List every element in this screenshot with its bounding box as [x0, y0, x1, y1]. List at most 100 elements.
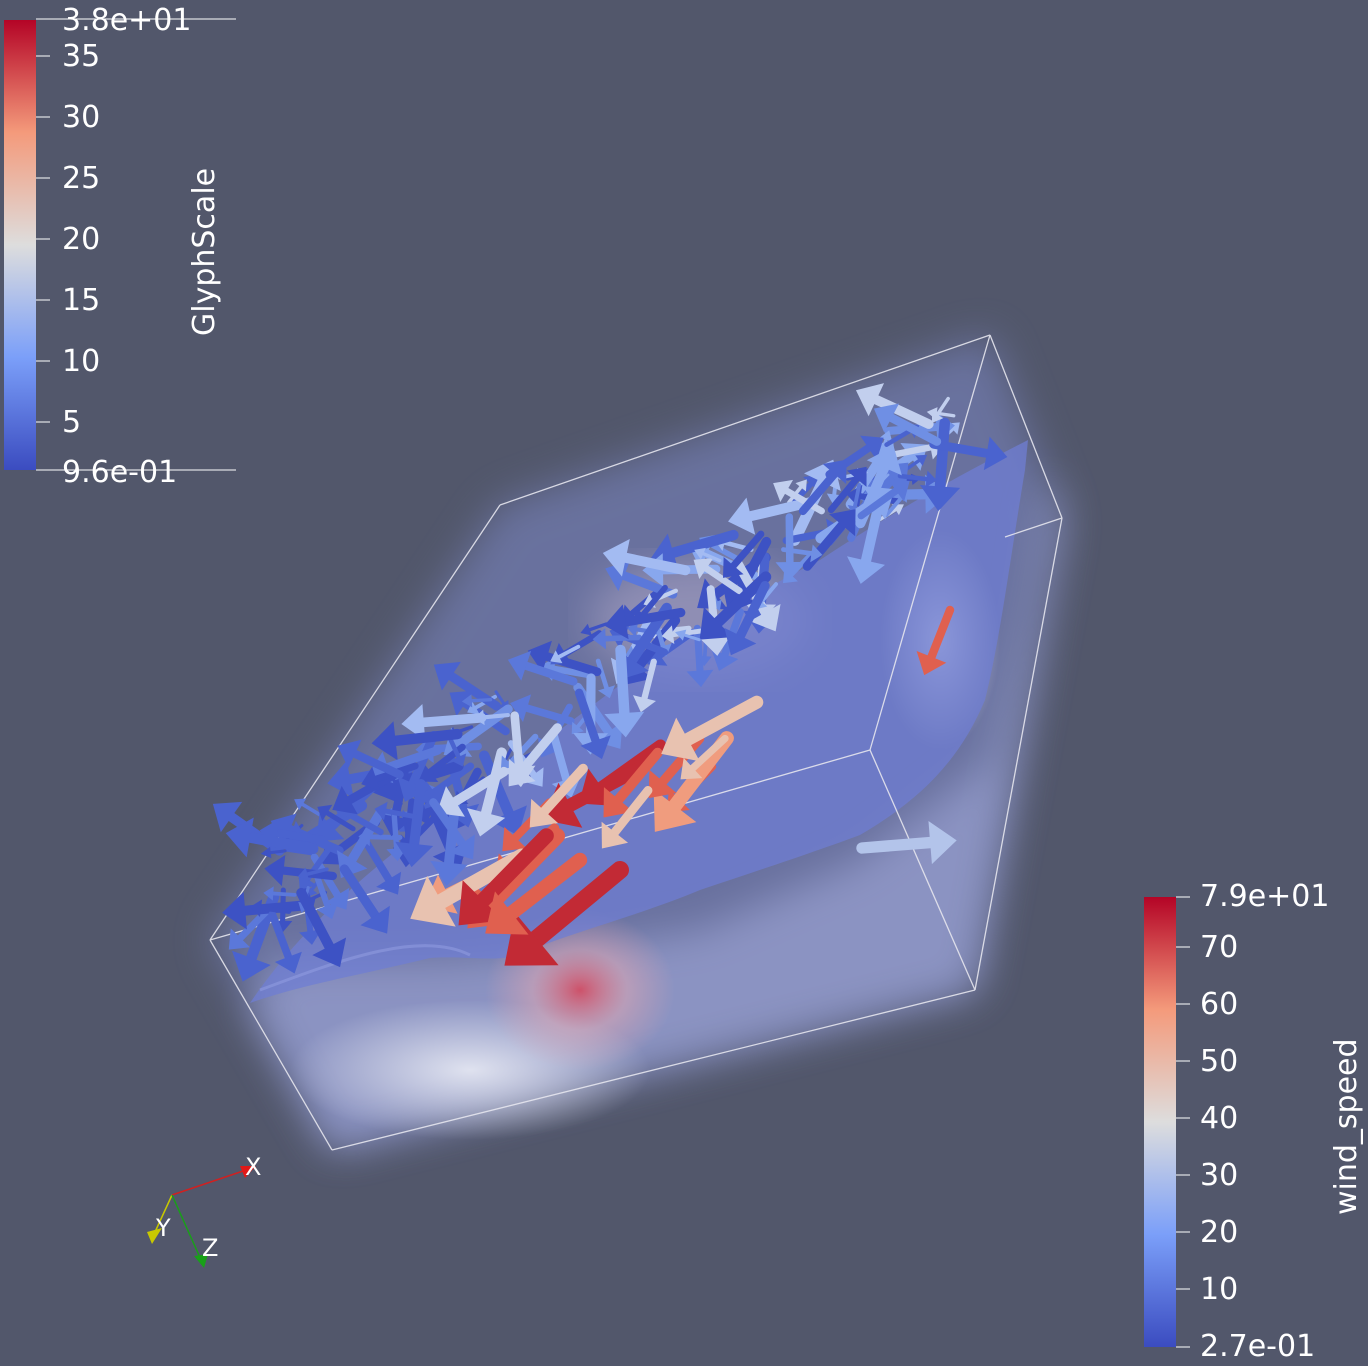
- vector-glyph-shaft: [268, 910, 293, 961]
- vector-glyph-shaft: [887, 413, 942, 446]
- vector-glyph-head: [294, 798, 307, 811]
- vector-glyph-shaft: [640, 584, 668, 618]
- vector-glyph-head: [925, 470, 937, 488]
- vector-glyph-shaft: [409, 779, 427, 849]
- vector-glyph-head: [931, 410, 944, 423]
- y-axis-line: [154, 1194, 173, 1233]
- vector-glyph-head: [430, 860, 468, 886]
- vector-glyph-shaft: [703, 565, 743, 595]
- x-axis-line: [171, 1167, 253, 1196]
- vector-glyph-shaft: [450, 766, 509, 807]
- vector-glyph-head: [395, 841, 434, 868]
- wind-speed-colorbar: [1144, 897, 1176, 1347]
- vector-glyph-head: [829, 509, 856, 537]
- glyphscale-colorbar: [4, 20, 36, 470]
- vector-glyph-head: [473, 709, 485, 726]
- wind-speed-tick-label: 60: [1200, 987, 1238, 1022]
- vector-glyph-shaft: [273, 829, 327, 844]
- vector-glyph-head: [661, 717, 700, 762]
- vector-glyph-head: [675, 629, 687, 641]
- vector-glyph-head: [697, 655, 712, 667]
- vector-glyph-shaft: [470, 697, 493, 703]
- vector-glyph-head: [510, 694, 532, 722]
- vector-glyph-shaft: [339, 864, 380, 921]
- wind-speed-tick-label: 50: [1200, 1044, 1238, 1079]
- vector-glyph-shaft: [871, 394, 934, 429]
- vector-glyph-head: [222, 891, 247, 930]
- vector-glyph-head: [232, 950, 271, 982]
- vector-glyph-shaft: [549, 729, 571, 784]
- vector-glyph-shaft: [853, 483, 862, 509]
- glyphscale-tick-label: 35: [62, 39, 100, 74]
- vector-glyph-head: [846, 466, 867, 487]
- vector-glyph-shaft: [574, 688, 600, 745]
- vector-glyph-head: [264, 854, 286, 887]
- vector-glyph-head: [332, 785, 358, 815]
- vector-glyph-shaft: [693, 624, 704, 675]
- vector-glyph-shaft: [785, 513, 794, 566]
- vector-glyph-shaft: [615, 644, 630, 719]
- vector-glyph-head: [983, 436, 1008, 471]
- y-axis-label: Y: [155, 1214, 171, 1242]
- vector-glyph-head: [775, 561, 805, 580]
- vector-glyph-head: [648, 769, 677, 799]
- glyphscale-tick-label: 5: [62, 405, 81, 440]
- vector-glyph-shaft: [735, 580, 770, 641]
- vector-glyph-head: [461, 694, 473, 708]
- vector-glyph-shaft: [641, 658, 657, 702]
- vector-glyph-shaft: [620, 552, 691, 576]
- z-axis-arrowhead: [194, 1254, 208, 1268]
- vector-glyph-head: [225, 817, 254, 858]
- wind-vector-glyphs: [212, 383, 1008, 982]
- vector-glyph-shaft: [798, 469, 839, 516]
- vector-glyph-head: [467, 701, 480, 714]
- z-axis-label: Z: [202, 1234, 218, 1262]
- vector-glyph-head: [749, 604, 781, 632]
- vector-glyph-shaft: [350, 749, 404, 779]
- vector-glyph-shaft: [668, 529, 739, 558]
- vector-glyph-shaft: [475, 828, 554, 908]
- vector-glyph-head: [603, 787, 634, 818]
- vector-glyph-shaft: [857, 487, 900, 520]
- wind-speed-tick-label: 40: [1200, 1101, 1238, 1136]
- vector-glyph-head: [433, 661, 461, 691]
- vector-glyph-head: [490, 805, 527, 836]
- vector-glyph-shaft: [383, 745, 443, 772]
- vector-glyph-head: [337, 739, 362, 768]
- vector-glyph-head: [580, 623, 592, 636]
- vector-glyph-shaft: [856, 836, 936, 854]
- wind-speed-tick-label: 10: [1200, 1272, 1238, 1307]
- vector-glyph-head: [212, 801, 243, 833]
- vector-glyph-head: [694, 547, 706, 560]
- y-axis-arrowhead: [147, 1228, 162, 1244]
- vector-glyph-head: [693, 558, 714, 579]
- vector-glyph-head: [401, 703, 426, 741]
- vector-glyph-head: [259, 818, 280, 848]
- vector-glyph-shaft: [563, 760, 649, 812]
- vector-glyph-shaft: [681, 695, 764, 746]
- wind-speed-tick-label: 70: [1200, 930, 1238, 965]
- vector-glyph-head: [855, 383, 885, 417]
- wind-speed-legend[interactable]: 7.9e+01 2.7e-01 70 60 50 40 30 20 10 win…: [1144, 879, 1364, 1364]
- vector-glyph-head: [542, 782, 583, 828]
- vector-glyph-shaft: [300, 802, 323, 817]
- vector-glyph-head: [700, 635, 731, 656]
- vector-glyph-head: [527, 640, 552, 673]
- vector-glyph-head: [724, 627, 757, 656]
- vector-glyph-shaft: [588, 622, 608, 632]
- wind-speed-tick-label: 30: [1200, 1158, 1238, 1193]
- vector-glyph-head: [312, 937, 347, 968]
- vector-glyph-shaft: [383, 808, 418, 820]
- vector-glyph-head: [699, 606, 733, 640]
- vector-glyph-shaft: [712, 571, 772, 628]
- vector-glyph-shaft: [391, 813, 400, 852]
- vector-glyph-shaft: [418, 712, 487, 728]
- vector-glyph-head: [316, 813, 345, 842]
- glyphscale-legend[interactable]: 3.8e+01 9.6e-01 35 30 25 20 15 10 5 Glyp…: [4, 3, 236, 490]
- vector-glyph-head: [274, 951, 302, 974]
- vector-glyph-head: [508, 758, 536, 787]
- vector-glyph-shaft: [633, 615, 681, 672]
- vector-glyph-head: [374, 801, 388, 821]
- vector-glyph-head: [507, 650, 532, 681]
